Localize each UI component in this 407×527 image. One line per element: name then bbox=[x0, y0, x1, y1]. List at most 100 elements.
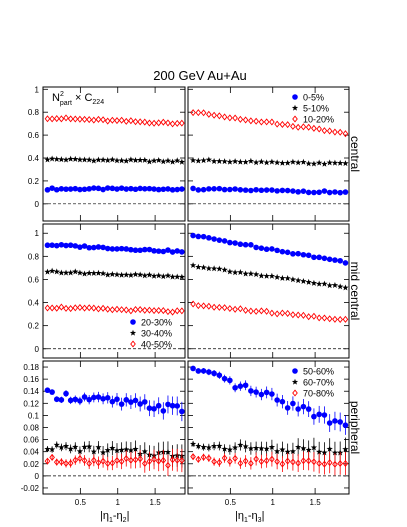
data-point bbox=[113, 271, 121, 278]
data-point bbox=[279, 274, 286, 281]
data-point bbox=[67, 269, 74, 276]
data-point bbox=[123, 397, 130, 403]
data-point bbox=[311, 254, 317, 261]
data-point bbox=[91, 185, 97, 191]
data-point bbox=[216, 458, 223, 466]
data-point bbox=[253, 186, 259, 193]
chart-title: 200 GeV Au+Au bbox=[153, 68, 247, 83]
data-point bbox=[109, 444, 116, 451]
data-point bbox=[300, 403, 307, 410]
data-point bbox=[316, 459, 322, 467]
data-point bbox=[216, 442, 223, 449]
data-point bbox=[295, 406, 301, 412]
data-point bbox=[132, 305, 139, 313]
data-point bbox=[165, 247, 171, 253]
legend-label: 0-5% bbox=[303, 93, 324, 103]
data-point bbox=[76, 448, 84, 455]
data-point bbox=[310, 279, 318, 286]
data-point bbox=[337, 159, 344, 166]
data-point bbox=[321, 412, 328, 418]
data-point bbox=[284, 457, 291, 465]
data-point bbox=[232, 305, 238, 313]
data-point bbox=[48, 155, 56, 162]
data-point bbox=[90, 448, 97, 455]
data-point bbox=[165, 186, 171, 192]
y-tick-label: 0.1 bbox=[28, 411, 40, 420]
data-point bbox=[300, 457, 307, 465]
data-point bbox=[44, 387, 51, 394]
y-tick-label: 0.2 bbox=[28, 177, 40, 186]
legend-marker bbox=[129, 329, 137, 336]
data-point bbox=[169, 187, 176, 193]
data-point bbox=[274, 397, 280, 403]
data-point bbox=[53, 268, 60, 275]
data-point bbox=[247, 445, 255, 452]
data-point bbox=[316, 411, 322, 418]
data-point bbox=[232, 240, 238, 246]
data-point bbox=[237, 383, 244, 389]
data-point bbox=[155, 186, 162, 193]
data-point bbox=[118, 271, 125, 278]
data-point bbox=[109, 246, 116, 252]
y-tick-label: 1 bbox=[35, 229, 40, 238]
data-point bbox=[195, 455, 202, 463]
data-point bbox=[155, 119, 162, 127]
data-point bbox=[132, 445, 139, 452]
data-point bbox=[190, 232, 196, 239]
data-point bbox=[118, 245, 125, 252]
data-point bbox=[216, 112, 223, 120]
data-point bbox=[53, 115, 60, 123]
data-point bbox=[258, 245, 265, 252]
data-point bbox=[295, 189, 301, 195]
data-point bbox=[263, 307, 270, 315]
data-point bbox=[226, 446, 233, 453]
data-point bbox=[44, 268, 51, 275]
data-point bbox=[284, 249, 291, 256]
data-point bbox=[109, 156, 116, 163]
data-point bbox=[300, 158, 307, 165]
data-point bbox=[195, 157, 202, 164]
data-point bbox=[179, 457, 185, 465]
data-point bbox=[279, 398, 286, 405]
data-point bbox=[305, 406, 312, 412]
data-point bbox=[169, 158, 176, 165]
data-point bbox=[114, 456, 120, 465]
data-point bbox=[237, 459, 244, 467]
data-point bbox=[53, 441, 60, 448]
data-point bbox=[305, 189, 312, 196]
data-point bbox=[146, 246, 153, 253]
legend-label: 70-80% bbox=[303, 389, 334, 399]
data-point bbox=[128, 307, 134, 315]
data-point bbox=[141, 156, 148, 163]
row-label-peripheral: peripheral bbox=[348, 401, 362, 454]
data-point bbox=[189, 440, 197, 447]
data-point bbox=[109, 306, 116, 314]
data-point bbox=[226, 268, 233, 275]
data-point bbox=[310, 444, 318, 451]
y-tick-label: 0.4 bbox=[28, 299, 40, 308]
data-point bbox=[99, 156, 107, 163]
data-point bbox=[263, 389, 270, 396]
data-point bbox=[206, 110, 212, 118]
legend-label: 60-70% bbox=[303, 378, 334, 388]
panel-frame bbox=[42, 86, 186, 222]
data-point bbox=[118, 306, 125, 314]
data-point bbox=[77, 454, 83, 462]
data-point bbox=[118, 401, 125, 407]
data-point bbox=[248, 242, 254, 248]
data-point bbox=[274, 159, 281, 166]
data-point bbox=[269, 309, 275, 317]
data-point bbox=[113, 157, 121, 164]
y-tick-label: 0.12 bbox=[23, 399, 39, 408]
data-point bbox=[95, 444, 102, 450]
data-point bbox=[58, 269, 65, 276]
data-point bbox=[58, 186, 65, 192]
data-point bbox=[174, 119, 181, 127]
data-point bbox=[284, 159, 291, 166]
data-point bbox=[258, 187, 265, 194]
data-point bbox=[123, 157, 130, 164]
data-point bbox=[123, 271, 130, 278]
data-point bbox=[100, 304, 106, 312]
data-point bbox=[269, 246, 275, 252]
data-point bbox=[269, 391, 275, 397]
